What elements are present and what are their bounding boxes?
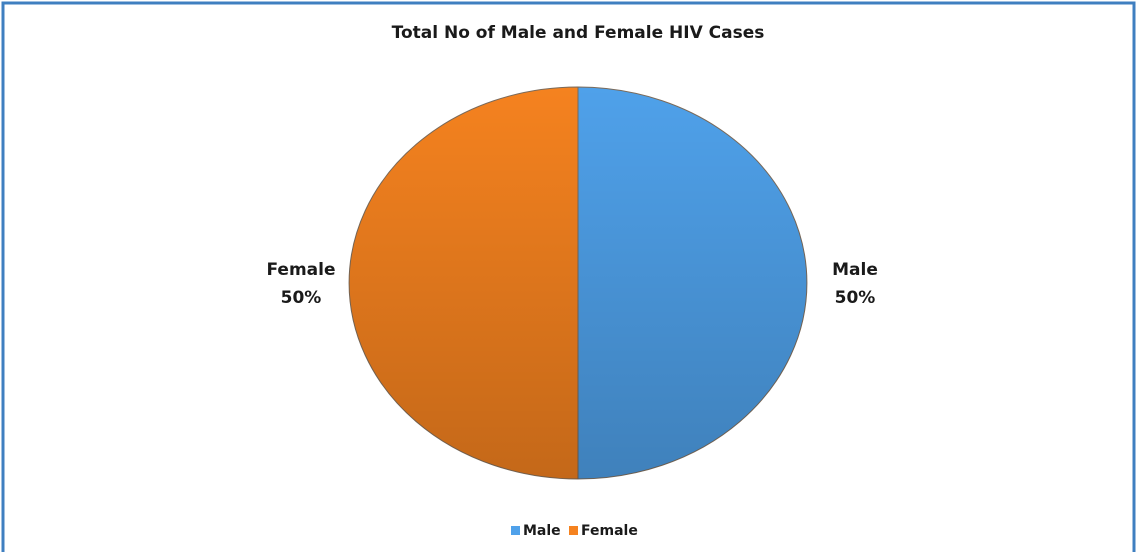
legend-swatch [511, 526, 520, 535]
chart-title: Total No of Male and Female HIV Cases [392, 23, 765, 43]
pie-slice [348, 86, 579, 480]
slice-label-value: 50% [835, 288, 876, 308]
slice-label-value: 50% [281, 288, 322, 308]
slice-label-name: Female [267, 260, 336, 280]
legend-swatch [569, 526, 578, 535]
slice-label-name: Male [832, 260, 878, 280]
legend-label: Female [581, 523, 638, 539]
pie-slice [577, 86, 808, 480]
legend-label: Male [523, 523, 561, 539]
